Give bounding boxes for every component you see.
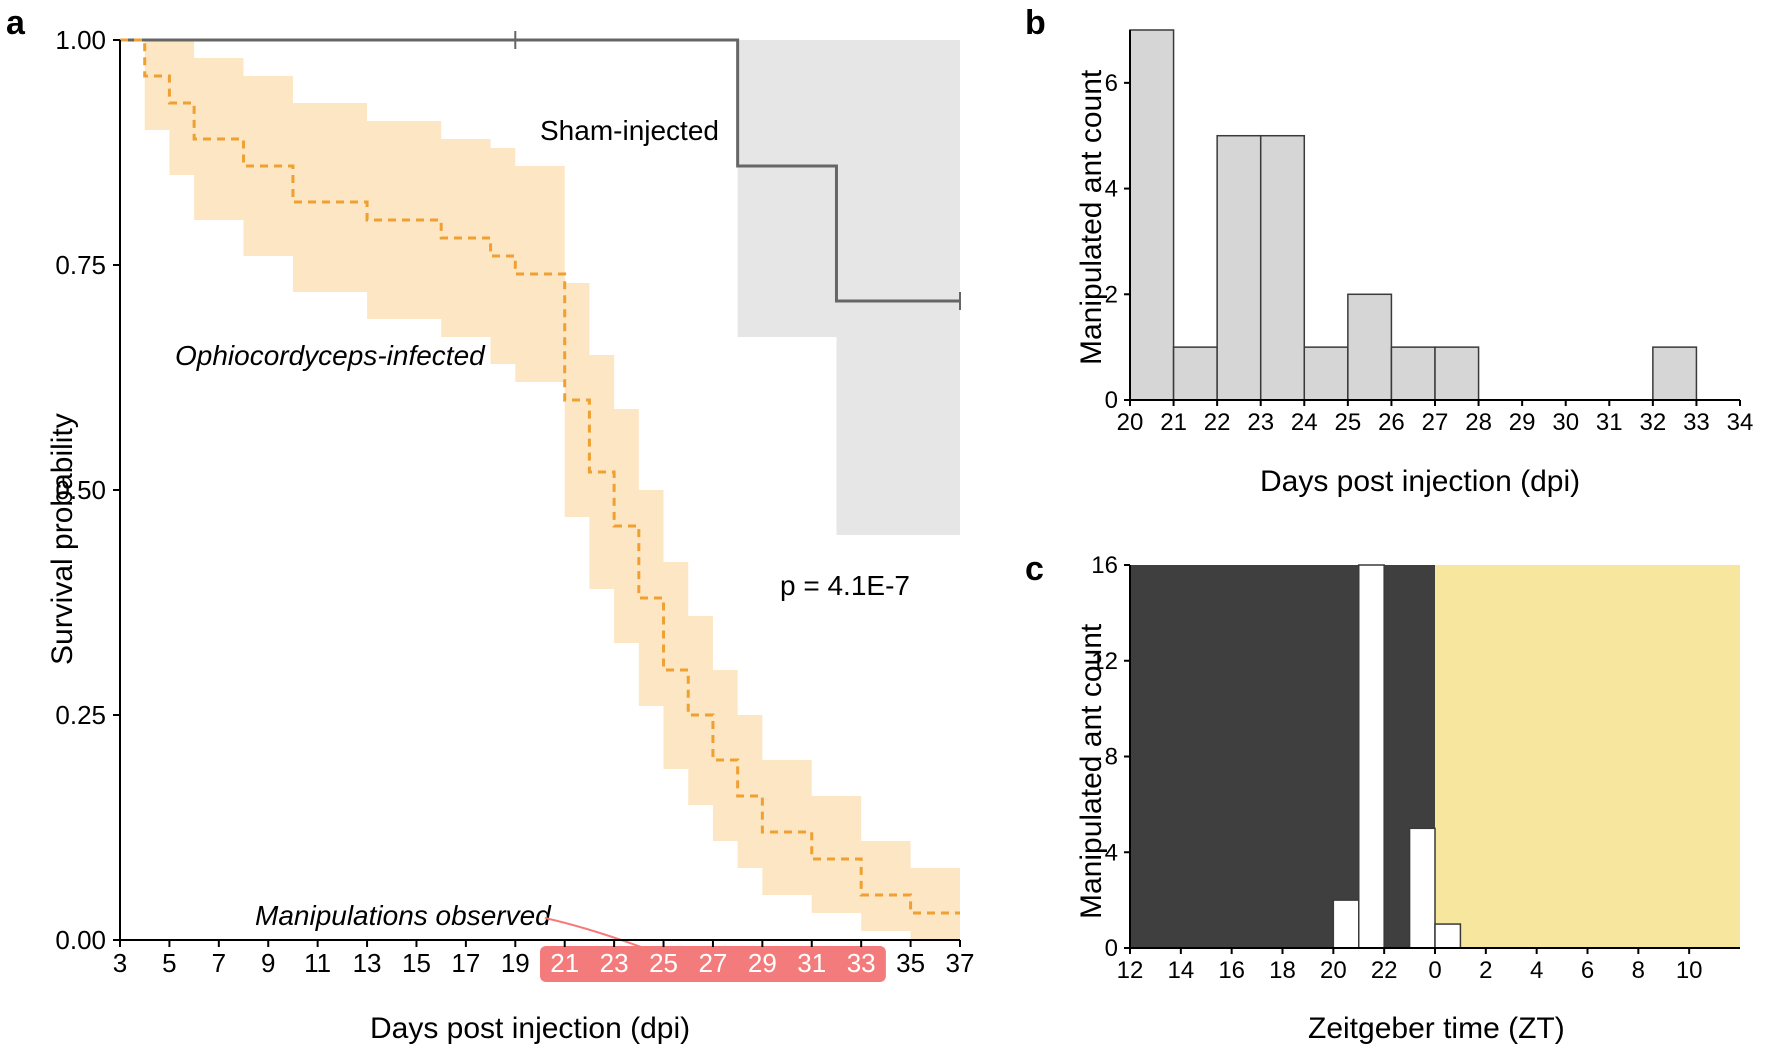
manip-pointer — [545, 918, 644, 948]
svg-text:12: 12 — [1091, 648, 1118, 675]
svg-text:0.50: 0.50 — [55, 475, 106, 505]
hist-bar-c — [1410, 828, 1435, 948]
hist-bar-b — [1130, 30, 1174, 400]
figure: a b c Survival probability Days post inj… — [0, 0, 1765, 1057]
panel-b-plot: 2021222324252627282930313233340246 — [1105, 30, 1754, 436]
panel-c-plot: 12 14 16 18 20 22 0 2 4 6 8 10 0 4 8 12 16 — [1091, 552, 1740, 984]
svg-text:21: 21 — [1160, 409, 1187, 436]
svg-text:10: 10 — [1676, 957, 1703, 984]
svg-text:8: 8 — [1105, 744, 1118, 771]
svg-text:8: 8 — [1632, 957, 1645, 984]
svg-text:31: 31 — [1596, 409, 1623, 436]
svg-text:37: 37 — [946, 948, 975, 978]
hist-bar-c — [1359, 565, 1384, 948]
hist-bar-b — [1391, 347, 1435, 400]
svg-text:34: 34 — [1727, 409, 1754, 436]
svg-text:11: 11 — [304, 948, 331, 978]
svg-text:0.00: 0.00 — [55, 925, 106, 955]
svg-text:4: 4 — [1105, 839, 1118, 866]
svg-text:12: 12 — [1117, 957, 1144, 984]
svg-text:17: 17 — [451, 948, 480, 978]
svg-text:29: 29 — [748, 948, 777, 978]
svg-text:27: 27 — [698, 948, 727, 978]
svg-text:3: 3 — [113, 948, 127, 978]
hist-bar-c — [1435, 924, 1460, 948]
svg-text:0.25: 0.25 — [55, 700, 106, 730]
hist-bar-b — [1653, 347, 1697, 400]
hist-bar-b — [1217, 136, 1261, 400]
charts-svg: 357911131517192123252729313335370.000.25… — [0, 0, 1765, 1057]
svg-text:25: 25 — [649, 948, 678, 978]
svg-text:33: 33 — [1683, 409, 1710, 436]
panel-a-plot: 357911131517192123252729313335370.000.25… — [55, 25, 974, 982]
svg-text:18: 18 — [1269, 957, 1296, 984]
svg-text:1.00: 1.00 — [55, 25, 106, 55]
svg-text:16: 16 — [1218, 957, 1245, 984]
hist-bar-b — [1348, 294, 1392, 400]
svg-text:22: 22 — [1204, 409, 1231, 436]
svg-text:2: 2 — [1479, 957, 1492, 984]
svg-text:28: 28 — [1465, 409, 1492, 436]
svg-text:26: 26 — [1378, 409, 1405, 436]
svg-text:0: 0 — [1105, 387, 1118, 414]
svg-text:4: 4 — [1105, 176, 1118, 203]
svg-text:23: 23 — [600, 948, 629, 978]
svg-text:15: 15 — [402, 948, 431, 978]
svg-text:20: 20 — [1117, 409, 1144, 436]
svg-text:29: 29 — [1509, 409, 1536, 436]
svg-text:2: 2 — [1105, 281, 1118, 308]
hist-bar-b — [1174, 347, 1218, 400]
hist-bar-c — [1333, 900, 1358, 948]
svg-text:22: 22 — [1371, 957, 1398, 984]
svg-text:30: 30 — [1552, 409, 1579, 436]
hist-bar-b — [1261, 136, 1305, 400]
svg-text:33: 33 — [847, 948, 876, 978]
night-band — [1130, 565, 1435, 948]
svg-text:35: 35 — [896, 948, 925, 978]
svg-text:9: 9 — [261, 948, 275, 978]
svg-text:6: 6 — [1105, 70, 1118, 97]
svg-text:32: 32 — [1640, 409, 1667, 436]
svg-text:16: 16 — [1091, 552, 1118, 579]
svg-text:6: 6 — [1581, 957, 1594, 984]
svg-text:21: 21 — [550, 948, 579, 978]
hist-bar-b — [1435, 347, 1479, 400]
svg-text:0: 0 — [1428, 957, 1441, 984]
svg-text:20: 20 — [1320, 957, 1347, 984]
svg-text:24: 24 — [1291, 409, 1318, 436]
svg-text:0: 0 — [1105, 935, 1118, 962]
day-band — [1435, 565, 1740, 948]
hist-bar-b — [1304, 347, 1348, 400]
svg-text:27: 27 — [1422, 409, 1449, 436]
svg-text:13: 13 — [353, 948, 382, 978]
svg-text:25: 25 — [1335, 409, 1362, 436]
svg-text:4: 4 — [1530, 957, 1543, 984]
svg-text:7: 7 — [212, 948, 226, 978]
svg-text:5: 5 — [162, 948, 176, 978]
svg-text:23: 23 — [1247, 409, 1274, 436]
svg-text:31: 31 — [797, 948, 826, 978]
svg-text:19: 19 — [501, 948, 530, 978]
svg-text:0.75: 0.75 — [55, 250, 106, 280]
svg-text:14: 14 — [1167, 957, 1194, 984]
